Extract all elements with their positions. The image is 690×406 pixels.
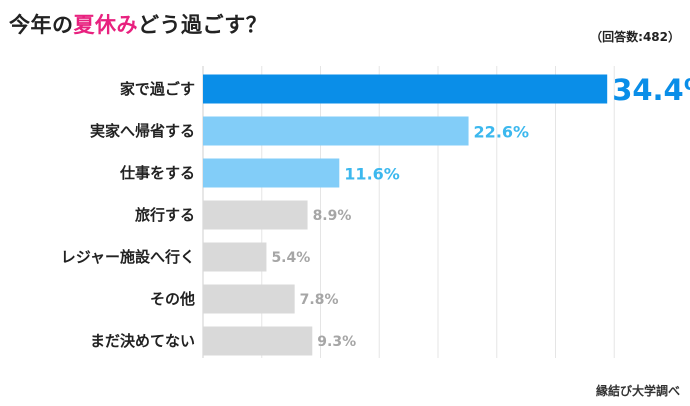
category-label: 仕事をする [119,164,195,182]
bar [203,74,608,104]
bar [203,116,469,146]
respondent-count: （回答数:482） [590,30,680,44]
chart-title: 今年の夏休みどう過ごす？ [9,9,267,39]
value-label: 22.6% [474,123,530,142]
category-label: レジャー施設へ行く [61,248,195,266]
category-label: 旅行する [135,206,195,224]
bar [203,158,340,188]
bar [203,284,295,314]
category-label: 実家へ帰省する [90,122,195,140]
value-label: 11.6% [344,165,400,184]
bar [203,326,313,356]
bar [203,242,267,272]
value-label: 9.3% [317,334,356,350]
value-label: 34.4% [612,73,690,107]
category-label: その他 [150,290,195,308]
title-suffix: どう過ごす？ [138,13,268,37]
source-credit: 縁結び大学調べ [595,384,680,398]
title-prefix: 今年の [9,13,74,37]
value-label: 7.8% [300,292,339,308]
bar [203,200,308,230]
title-highlight: 夏休み [73,13,138,37]
category-label: 家で過ごす [120,80,195,98]
value-label: 8.9% [313,208,352,224]
category-label: まだ決めてない [90,332,195,350]
value-label: 5.4% [271,250,310,266]
